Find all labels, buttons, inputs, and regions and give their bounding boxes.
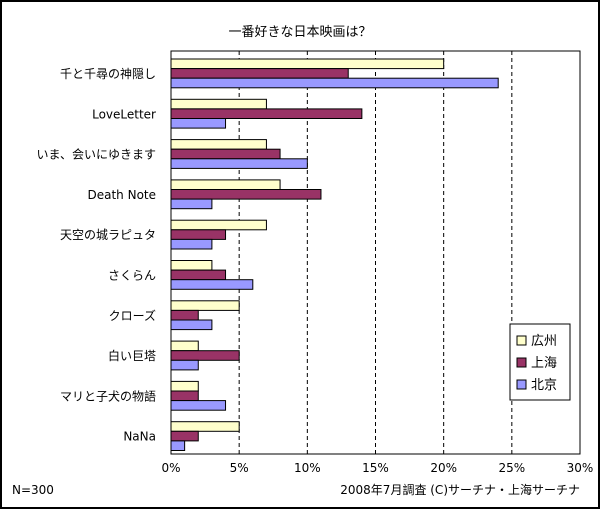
- legend-label: 広州: [531, 334, 557, 349]
- bar: [170, 219, 267, 231]
- legend-label: 上海: [531, 356, 557, 371]
- bar: [170, 58, 445, 70]
- bar: [170, 421, 240, 432]
- source-credit: 2008年7月調査 (C)サーチナ・上海サーチナ: [340, 482, 580, 497]
- category-label: マリと子犬の物語: [60, 388, 156, 403]
- bar: [170, 350, 240, 361]
- x-tick-label: 15%: [362, 461, 389, 475]
- bar: [170, 380, 199, 392]
- bar: [170, 440, 186, 451]
- category-label: 天空の城ラピュタ: [60, 228, 156, 242]
- sample-size-label: N=300: [12, 483, 54, 497]
- bar: [170, 319, 213, 331]
- x-tick-labels: 0% 5% 10% 15% 20% 25% 30%: [161, 461, 593, 475]
- legend-swatch: [516, 335, 527, 346]
- legend-label: 北京: [531, 378, 557, 393]
- bars: [170, 58, 499, 451]
- legend-swatch: [516, 357, 527, 368]
- bar: [170, 400, 227, 411]
- bar: [170, 260, 213, 271]
- x-tick-label: 25%: [498, 461, 525, 475]
- x-tick-label: 0%: [161, 461, 180, 475]
- bar: [170, 158, 308, 169]
- category-label: LoveLetter: [92, 107, 156, 121]
- bar: [170, 340, 199, 352]
- category-label: NaNa: [123, 430, 156, 444]
- x-tick-label: 20%: [430, 461, 457, 475]
- bar: [170, 309, 199, 321]
- x-tick-label: 5%: [230, 461, 249, 475]
- bar: [170, 198, 213, 210]
- chart-title: 一番好きな日本映画は？: [228, 25, 371, 40]
- bar: [170, 238, 213, 250]
- bar: [170, 279, 254, 290]
- bar: [170, 77, 499, 89]
- bar: [170, 390, 199, 402]
- category-label: クローズ: [109, 308, 156, 323]
- legend-swatch: [516, 379, 527, 390]
- bar: [170, 359, 199, 371]
- bar: [170, 189, 322, 200]
- category-label: いま、会いにゆきます: [36, 148, 156, 162]
- bar: [170, 179, 281, 190]
- bar: [170, 269, 227, 281]
- bar: [170, 108, 363, 120]
- bar: [170, 68, 349, 79]
- x-tick-label: 10%: [294, 461, 321, 475]
- bar: [170, 229, 227, 240]
- bar: [170, 430, 199, 442]
- category-label: さくらん: [108, 269, 156, 283]
- x-tick-label: 30%: [567, 461, 594, 475]
- category-labels: 千と千尋の神隠し LoveLetter いま、会いにゆきます Death Note 天空…: [36, 67, 156, 444]
- bar: [170, 98, 267, 110]
- category-label: 白い巨塔: [108, 348, 156, 363]
- category-label: 千と千尋の神隠し: [60, 67, 156, 81]
- bar: [170, 118, 227, 129]
- bar: [170, 300, 240, 311]
- category-label: Death Note: [87, 188, 156, 202]
- bar: [170, 139, 267, 150]
- bar: [170, 148, 281, 160]
